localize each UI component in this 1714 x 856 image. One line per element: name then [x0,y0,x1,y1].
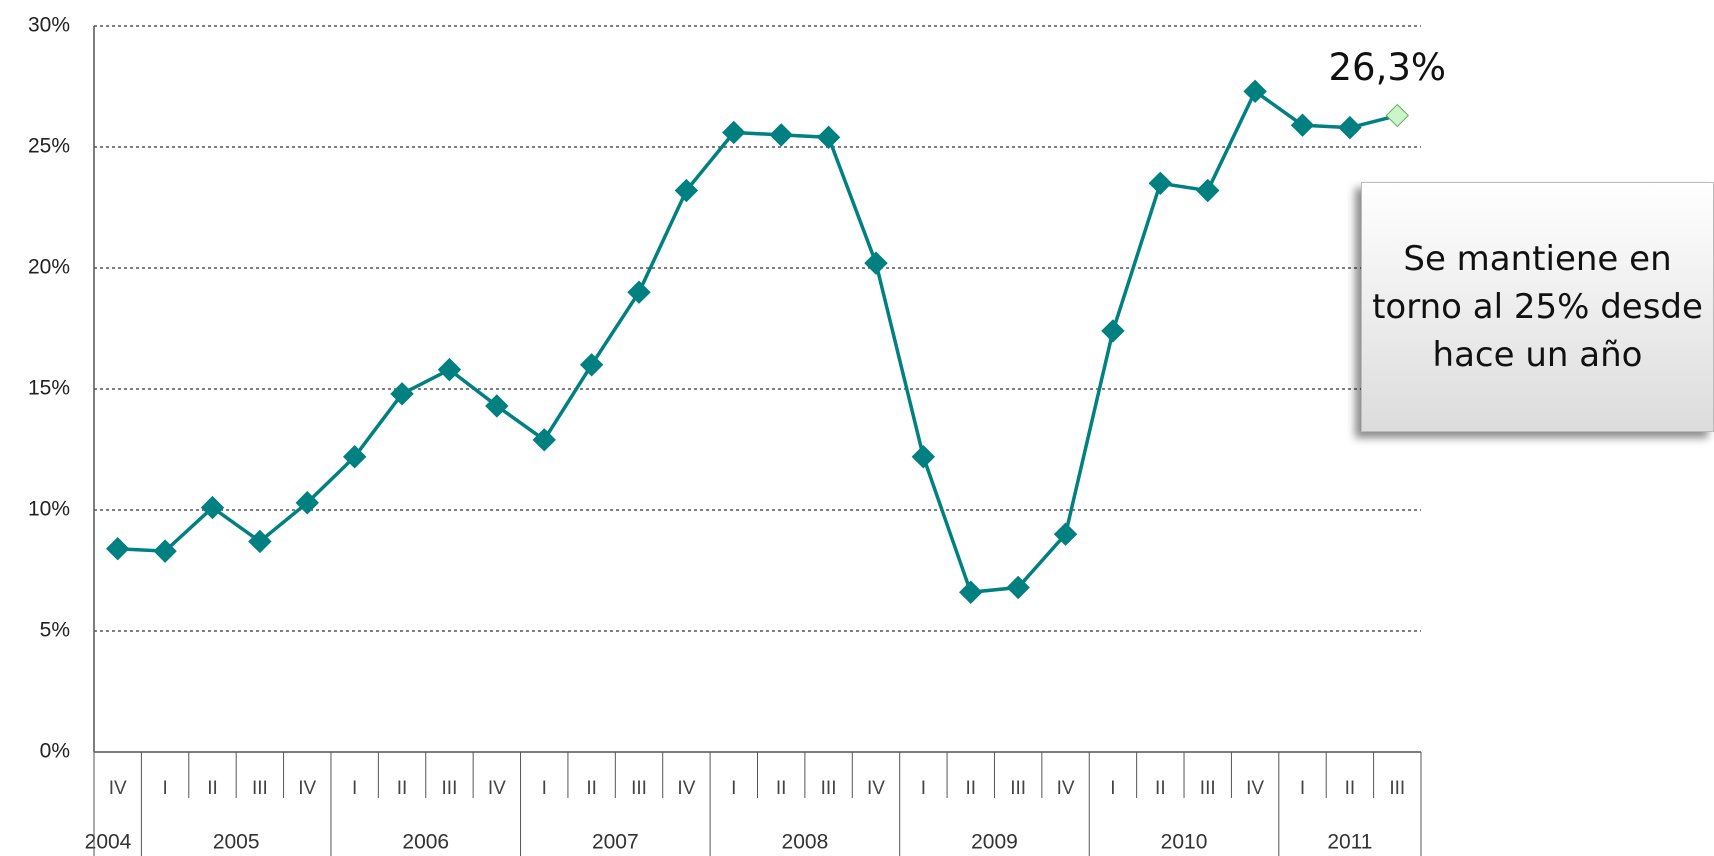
x-tick-label: I [352,778,357,799]
x-tick-label: I [542,778,547,799]
data-point [959,580,983,604]
data-point [248,529,272,554]
x-group-label: 2004 [85,831,132,854]
x-tick-label: IV [867,778,885,799]
data-point [1385,103,1410,128]
x-group-label: 2007 [592,831,639,854]
data-point [1290,113,1315,137]
data-point [153,539,177,563]
data-point [1053,522,1078,546]
y-tick-label: 10% [28,498,70,521]
x-tick-label: II [586,778,597,799]
x-tick-label: I [1300,778,1305,799]
x-tick-label: IV [677,778,695,799]
x-tick-label: I [731,778,736,799]
data-point [105,537,130,561]
y-tick-label: 30% [28,14,70,37]
x-tick-label: III [1389,778,1405,799]
x-tick-label: III [1010,778,1026,799]
data-point [1148,171,1173,196]
data-point [532,428,556,452]
x-tick-label: IV [1057,778,1075,799]
data-point [579,353,604,377]
x-tick-label: I [921,778,926,799]
x-tick-label: IV [488,778,506,799]
x-tick-label: I [1110,778,1115,799]
x-group-label: 2005 [213,831,260,854]
data-point [722,120,746,145]
x-group-label: 2009 [971,831,1018,854]
x-tick-label: II [397,778,408,799]
x-group-label: 2008 [782,831,829,854]
data-point [342,445,367,469]
x-tick-label: III [631,778,647,799]
data-label: 26,3% [1329,46,1447,89]
data-point [627,280,651,304]
y-tick-label: 5% [40,619,70,642]
data-point [485,394,509,418]
data-point [200,495,225,520]
data-point [674,178,699,203]
x-tick-label: II [207,778,218,799]
x-tick-label: II [776,778,787,799]
x-tick-label: III [821,778,837,799]
data-point [390,382,414,406]
data-point [864,251,888,275]
x-tick-label: IV [109,778,127,799]
x-tick-label: III [252,778,268,799]
x-tick-label: II [1345,778,1356,799]
data-point [769,123,793,147]
x-group-label: 2011 [1327,831,1372,854]
x-tick-label: I [162,778,167,799]
y-tick-label: 20% [28,256,70,279]
data-point [295,491,319,515]
x-tick-label: III [442,778,458,799]
data-point [1196,178,1220,203]
y-tick-label: 15% [28,377,70,400]
data-point [1006,575,1030,600]
data-point [816,125,841,150]
y-tick-label: 25% [28,135,70,158]
data-point [437,357,462,382]
x-group-label: 2010 [1161,831,1208,854]
y-tick-label: 0% [40,740,70,763]
x-tick-label: III [1200,778,1216,799]
x-tick-label: IV [1246,778,1264,799]
data-point [1243,79,1267,104]
data-point [1101,319,1125,343]
x-tick-label: II [965,778,976,799]
data-line [117,88,1398,595]
x-tick-label: II [1155,778,1166,799]
annotation: Se mantiene en torno al 25% desde hace u… [1361,182,1714,432]
x-group-label: 2006 [402,831,449,854]
data-point [911,445,936,469]
x-tick-label: IV [298,778,316,799]
data-point [1338,115,1362,140]
